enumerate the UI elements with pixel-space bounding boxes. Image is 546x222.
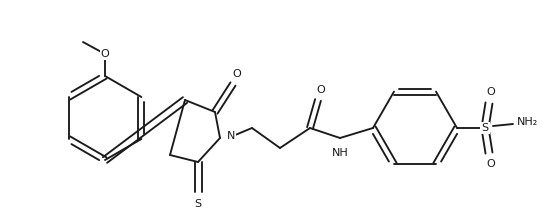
Text: O: O [486, 87, 495, 97]
Text: S: S [194, 199, 201, 209]
Text: O: O [100, 49, 109, 59]
Text: N: N [227, 131, 235, 141]
Text: O: O [317, 85, 325, 95]
Text: S: S [482, 123, 489, 133]
Text: O: O [233, 69, 241, 79]
Text: NH: NH [331, 148, 348, 158]
Text: NH₂: NH₂ [517, 117, 538, 127]
Text: O: O [486, 159, 495, 169]
